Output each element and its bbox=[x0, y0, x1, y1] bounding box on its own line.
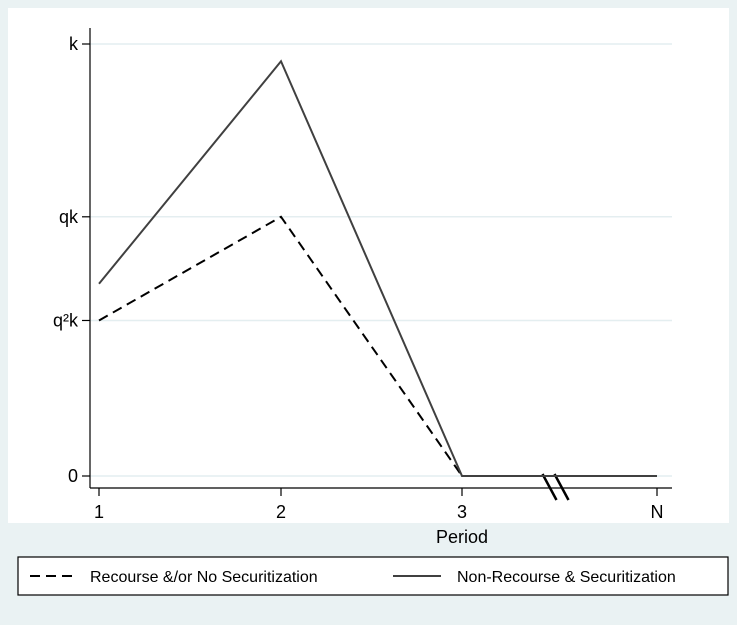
x-axis-title: Period bbox=[436, 527, 488, 547]
legend: Recourse &/or No Securitization Non-Recou… bbox=[17, 556, 729, 596]
y-tick-label: 0 bbox=[68, 466, 78, 486]
y-tick-label: k bbox=[69, 34, 79, 54]
y-tick-label: qk bbox=[59, 207, 79, 227]
x-tick-label: N bbox=[651, 502, 664, 522]
series-line-2 bbox=[98, 59, 657, 477]
plot-background bbox=[8, 8, 729, 523]
legend-box bbox=[17, 556, 729, 596]
x-tick-label: 2 bbox=[276, 502, 286, 522]
series-line-1 bbox=[98, 215, 657, 477]
axis-break-mark bbox=[541, 473, 558, 501]
y-tick-label: q²k bbox=[53, 310, 79, 330]
x-tick-label: 1 bbox=[94, 502, 104, 522]
legend-label-1: Recourse &/or No Securitization bbox=[90, 569, 318, 586]
x-tick-label: 3 bbox=[457, 502, 467, 522]
axis-break-mark bbox=[553, 473, 570, 501]
axes: 0 q²k qk k 1 2 3 N bbox=[53, 28, 672, 522]
legend-label-2: Non-Recourse & Securitization bbox=[457, 569, 676, 586]
series-lines bbox=[98, 59, 657, 477]
